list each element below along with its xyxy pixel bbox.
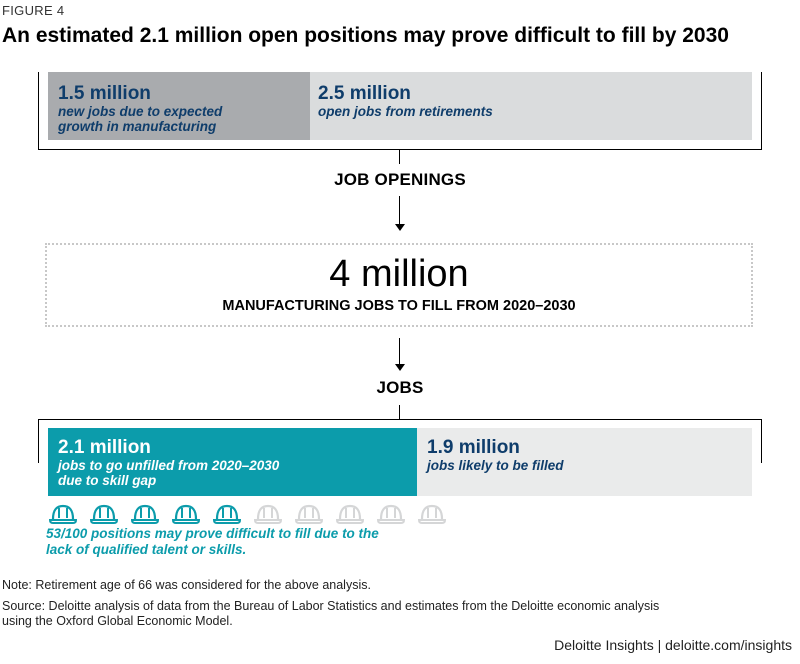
- brand-credit: Deloitte Insights | deloitte.com/insight…: [554, 637, 792, 653]
- retirement-desc-line1: open jobs from retirements: [318, 104, 493, 119]
- source-line1: Source: Deloitte analysis of data from t…: [2, 599, 660, 613]
- top-bracket-stem: [399, 150, 400, 164]
- growth-desc-line2: growth in manufacturing: [58, 119, 217, 134]
- growth-segment: 1.5 million new jobs due to expected gro…: [48, 72, 310, 140]
- top-bracket-left: [38, 72, 39, 150]
- filled-desc-line1: jobs likely to be filled: [427, 458, 564, 473]
- hard-hat-icon: [376, 504, 406, 524]
- unfilled-segment: 2.1 million jobs to go unfilled from 202…: [48, 428, 417, 496]
- source-line2: using the Oxford Global Economic Model.: [2, 614, 233, 628]
- bottom-bracket-stem: [399, 405, 400, 419]
- job-openings-bar: 1.5 million new jobs due to expected gro…: [48, 72, 752, 140]
- positions-note-line1: 53/100 positions may prove difficult to …: [46, 526, 379, 541]
- unfilled-value: 2.1 million: [58, 437, 151, 458]
- bottom-bracket-right: [761, 419, 762, 463]
- total-label: MANUFACTURING JOBS TO FILL FROM 2020–203…: [222, 298, 576, 314]
- hard-hat-icon: [212, 504, 242, 524]
- total-value: 4 million: [329, 253, 469, 295]
- bottom-bracket-left: [38, 419, 39, 463]
- hard-hat-icon: [335, 504, 365, 524]
- unfilled-desc-line1: jobs to go unfilled from 2020–2030: [58, 458, 280, 473]
- unfilled-desc-line2: due to skill gap: [58, 473, 157, 488]
- positions-note: 53/100 positions may prove difficult to …: [46, 526, 379, 558]
- job-openings-label: JOB OPENINGS: [334, 170, 466, 189]
- arrow1-shaft: [399, 196, 400, 224]
- retirement-value: 2.5 million: [318, 83, 411, 104]
- filled-value: 1.9 million: [427, 437, 520, 458]
- top-bracket-right: [761, 72, 762, 150]
- arrow2-head: [395, 364, 405, 371]
- arrow1-head: [395, 224, 405, 231]
- hard-hat-icon: [417, 504, 447, 524]
- hard-hat-icon: [253, 504, 283, 524]
- bottom-bracket-top: [38, 419, 762, 420]
- hard-hat-icon: [89, 504, 119, 524]
- filled-segment: 1.9 million jobs likely to be filled: [417, 428, 752, 496]
- hard-hat-icon: [130, 504, 160, 524]
- retirement-segment: 2.5 million open jobs from retirements: [310, 72, 752, 140]
- footnote: Note: Retirement age of 66 was considere…: [2, 578, 371, 592]
- growth-value: 1.5 million: [58, 83, 151, 104]
- jobs-label: JOBS: [376, 378, 424, 397]
- growth-desc-line1: new jobs due to expected: [58, 104, 223, 119]
- arrow2-shaft: [399, 338, 400, 364]
- hard-hat-icon: [171, 504, 201, 524]
- figure-label: FIGURE 4: [2, 3, 65, 18]
- hard-hat-icon: [48, 504, 78, 524]
- hard-hat-row: [48, 502, 447, 524]
- source-note: Source: Deloitte analysis of data from t…: [2, 599, 792, 629]
- top-bracket-bottom: [38, 149, 762, 150]
- figure-title: An estimated 2.1 million open positions …: [2, 24, 729, 47]
- total-box: [45, 243, 753, 327]
- hard-hat-icon: [294, 504, 324, 524]
- positions-note-line2: lack of qualified talent or skills.: [46, 542, 247, 557]
- jobs-bar: 2.1 million jobs to go unfilled from 202…: [48, 428, 752, 496]
